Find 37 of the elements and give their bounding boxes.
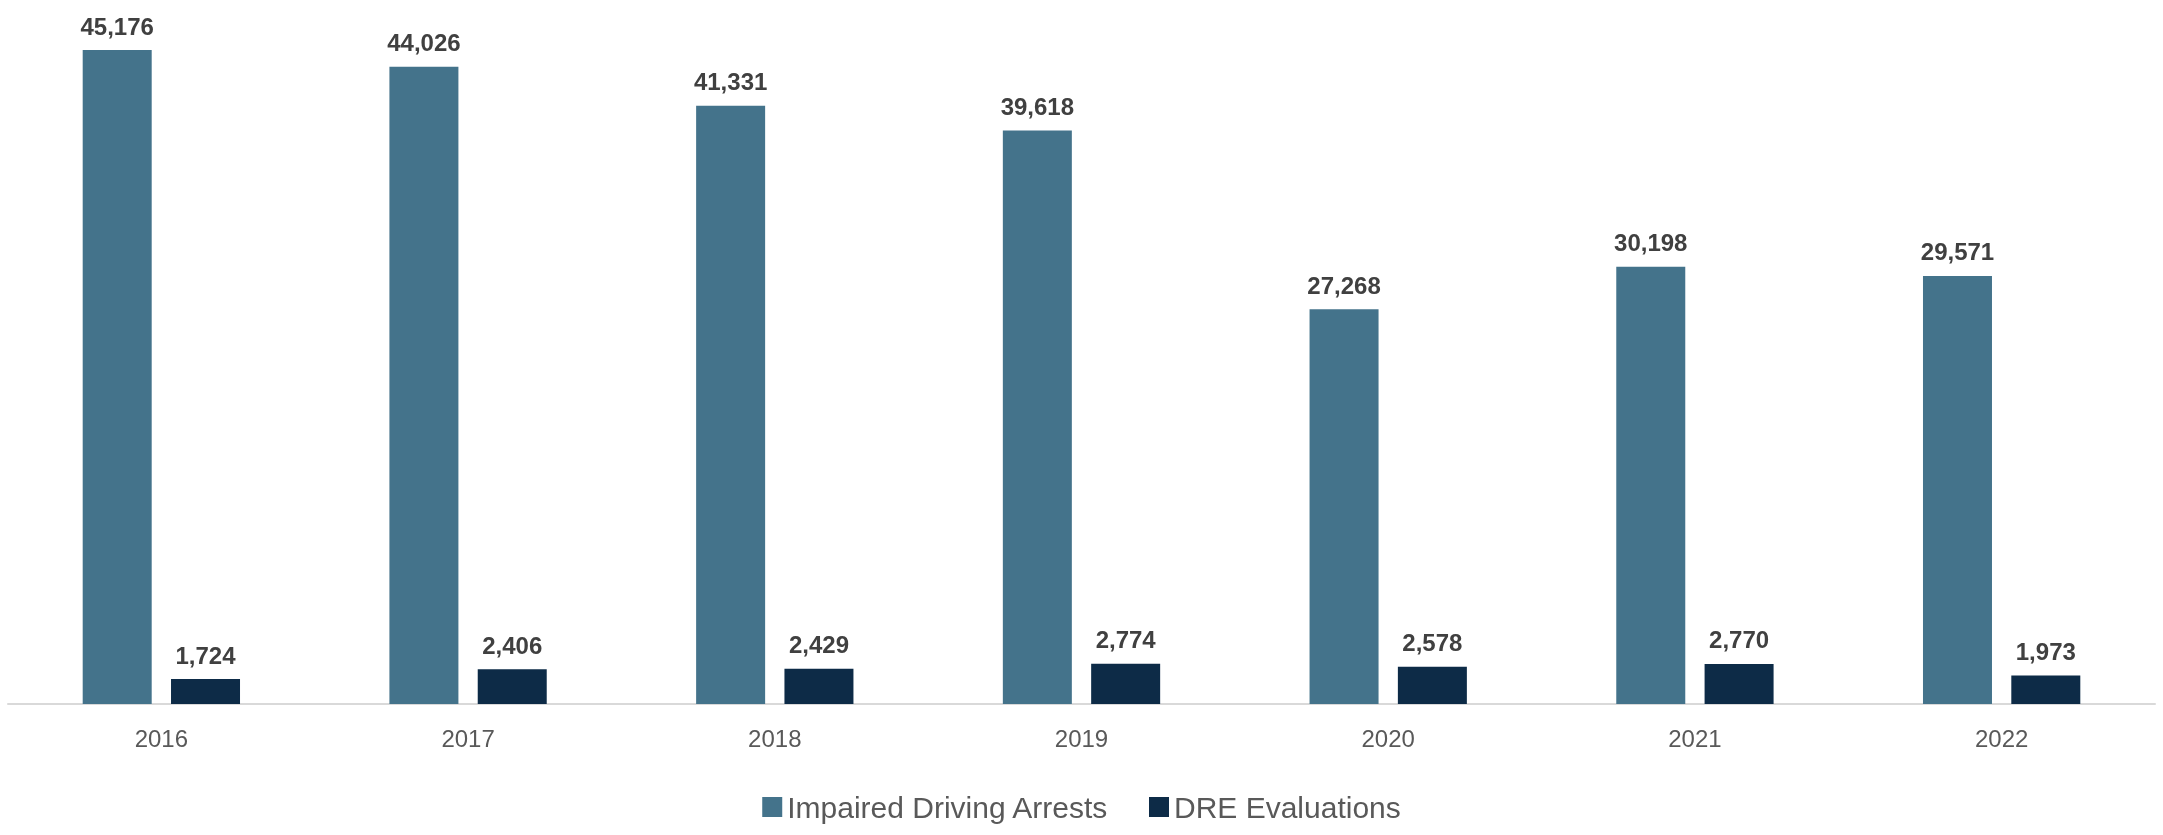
x-tick-label: 2016 xyxy=(134,724,189,752)
data-label: 2,774 xyxy=(1095,626,1157,654)
bar xyxy=(2011,675,2081,704)
data-label: 45,176 xyxy=(80,12,154,40)
data-label: 27,268 xyxy=(1307,271,1381,299)
data-label: 2,406 xyxy=(482,631,543,659)
bar xyxy=(1922,275,1992,704)
bar xyxy=(696,105,766,704)
data-label: 2,429 xyxy=(788,631,849,659)
bar xyxy=(1309,309,1379,704)
data-label: 29,571 xyxy=(1920,238,1995,266)
x-tick-label: 2020 xyxy=(1361,724,1415,752)
bar xyxy=(1704,663,1774,704)
data-label: 41,331 xyxy=(693,68,768,96)
bar xyxy=(1616,266,1686,704)
x-tick-label: 2021 xyxy=(1668,724,1722,752)
data-label: 44,026 xyxy=(387,29,461,57)
x-tick-label: 2018 xyxy=(748,724,802,752)
bar xyxy=(784,668,854,704)
bar xyxy=(389,66,459,704)
x-tick-label: 2017 xyxy=(441,724,495,752)
bar xyxy=(82,50,152,704)
data-label: 39,618 xyxy=(1000,92,1075,120)
data-label: 2,770 xyxy=(1709,626,1770,654)
x-tick-label: 2019 xyxy=(1054,724,1109,752)
data-label: 30,198 xyxy=(1614,229,1688,257)
data-label: 1,724 xyxy=(175,641,237,669)
bar xyxy=(1397,666,1467,704)
legend-label: DRE Evaluations xyxy=(1173,790,1401,824)
bar xyxy=(1091,663,1161,704)
bar xyxy=(477,669,547,704)
legend-label: Impaired Driving Arrests xyxy=(787,790,1108,824)
bar xyxy=(1002,130,1072,704)
x-tick-label: 2022 xyxy=(1974,724,2029,752)
data-label: 1,973 xyxy=(2015,637,2076,665)
bar xyxy=(171,679,241,704)
data-label: 2,578 xyxy=(1402,629,1463,657)
